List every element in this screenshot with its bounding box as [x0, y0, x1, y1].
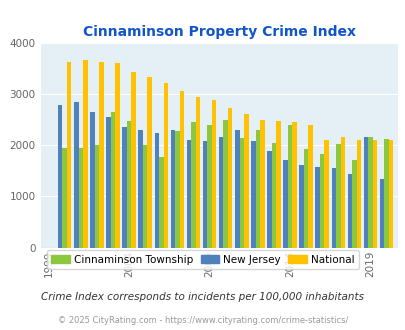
Bar	[315, 167, 319, 248]
Bar	[384, 139, 388, 248]
Bar	[154, 133, 159, 248]
Bar	[79, 148, 83, 248]
Bar	[159, 157, 163, 248]
Bar	[351, 160, 356, 248]
Bar	[275, 121, 280, 248]
Text: © 2025 CityRating.com - https://www.cityrating.com/crime-statistics/: © 2025 CityRating.com - https://www.city…	[58, 316, 347, 325]
Bar	[147, 77, 151, 248]
Bar	[83, 60, 87, 248]
Bar	[207, 125, 211, 248]
Bar	[186, 140, 191, 248]
Bar	[122, 127, 126, 248]
Bar	[138, 130, 143, 248]
Bar	[363, 137, 367, 248]
Bar	[202, 141, 207, 248]
Bar	[195, 97, 200, 248]
Bar	[243, 114, 248, 248]
Bar	[372, 140, 376, 248]
Text: Crime Index corresponds to incidents per 100,000 inhabitants: Crime Index corresponds to incidents per…	[41, 292, 364, 302]
Bar	[131, 72, 136, 248]
Bar	[163, 83, 168, 248]
Bar	[106, 116, 111, 248]
Bar	[266, 151, 271, 248]
Bar	[227, 108, 232, 248]
Bar	[367, 137, 372, 248]
Bar	[191, 122, 195, 248]
Bar	[379, 179, 384, 248]
Bar	[126, 121, 131, 248]
Bar	[179, 91, 184, 248]
Bar	[303, 149, 308, 248]
Bar	[67, 62, 71, 248]
Bar	[335, 144, 340, 248]
Title: Cinnaminson Property Crime Index: Cinnaminson Property Crime Index	[83, 25, 355, 39]
Bar	[223, 120, 227, 248]
Bar	[62, 148, 67, 248]
Bar	[308, 125, 312, 248]
Bar	[298, 165, 303, 248]
Bar	[340, 137, 344, 248]
Bar	[94, 145, 99, 248]
Bar	[388, 140, 392, 248]
Bar	[143, 145, 147, 248]
Bar	[250, 141, 255, 248]
Bar	[260, 120, 264, 248]
Bar	[239, 138, 243, 248]
Bar	[99, 62, 103, 248]
Bar	[287, 125, 292, 248]
Bar	[170, 130, 175, 248]
Bar	[356, 140, 360, 248]
Bar	[331, 168, 335, 248]
Bar	[58, 105, 62, 248]
Bar	[115, 63, 119, 248]
Bar	[175, 131, 179, 248]
Legend: Cinnaminson Township, New Jersey, National: Cinnaminson Township, New Jersey, Nation…	[47, 250, 358, 269]
Bar	[111, 112, 115, 248]
Bar	[211, 100, 216, 248]
Bar	[74, 102, 79, 248]
Bar	[218, 137, 223, 248]
Bar	[292, 122, 296, 248]
Bar	[283, 159, 287, 248]
Bar	[234, 130, 239, 248]
Bar	[319, 154, 324, 248]
Bar	[90, 112, 94, 248]
Bar	[271, 143, 275, 248]
Bar	[347, 174, 351, 248]
Bar	[255, 130, 260, 248]
Bar	[324, 140, 328, 248]
